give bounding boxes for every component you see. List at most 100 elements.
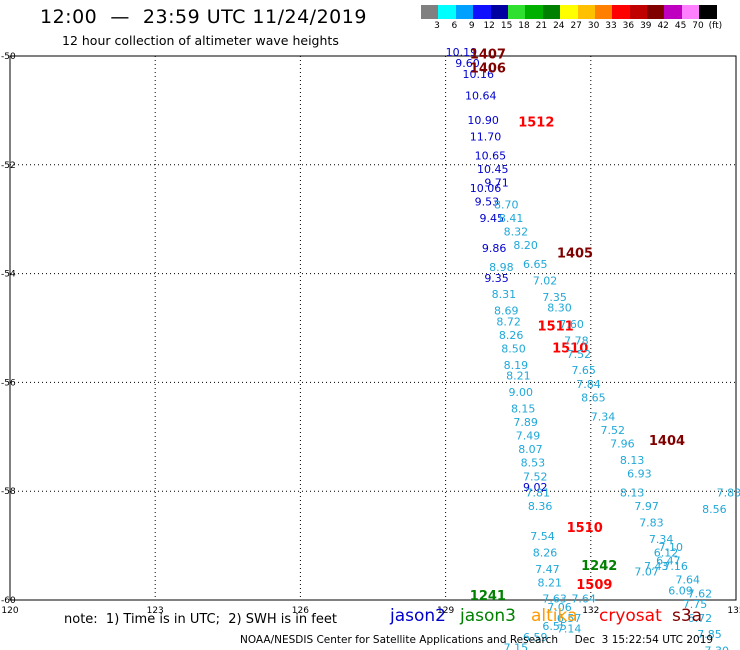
color-scale-label: (ft) (708, 21, 723, 31)
wave-height-label: 7.62 (688, 587, 713, 600)
wave-height-label: 7.02 (533, 274, 558, 287)
wave-height-label: 7.47 (535, 563, 560, 576)
color-scale-label: 24 (553, 21, 565, 31)
color-scale-label: 12 (483, 21, 495, 31)
wave-height-label: 10.45 (477, 163, 509, 176)
wave-height-label: 6.65 (523, 258, 548, 271)
wave-height-label: 7.64 (571, 593, 596, 606)
wave-height-label: 8.69 (494, 304, 519, 317)
wave-height-label: 6.59 (523, 631, 548, 644)
pass-id-label: 1242 (581, 559, 617, 574)
chart-title: 12:00 — 23:59 UTC 11/24/2019 (40, 6, 367, 28)
legend-altika: altika (531, 606, 578, 626)
wave-height-label: 7.85 (697, 628, 722, 641)
x-tick-label: 126 (292, 606, 309, 616)
wave-height-label: 7.60 (559, 318, 584, 331)
color-scale-label: 21 (535, 21, 548, 31)
color-scale-swatch (560, 5, 578, 19)
color-scale: 3 6 9 12 15 18 21 24 27 30 33 36 39 42 45 70 (ft) (421, 5, 722, 33)
color-scale-swatch (455, 5, 474, 19)
wave-height-label: 7.83 (639, 517, 664, 530)
color-scale-swatch (473, 5, 491, 19)
color-scale-labels: 3 6 9 12 15 18 21 24 27 30 33 36 39 42 45 70 (ft) (421, 19, 722, 33)
color-scale-label: 33 (605, 21, 617, 31)
wave-height-label: 7.52 (523, 470, 548, 483)
wave-height-label: 7.64 (676, 574, 701, 587)
wave-height-label: 6.47 (656, 555, 681, 568)
wave-height-label: 7.63 (542, 593, 567, 606)
wave-height-label: 7.75 (683, 598, 708, 611)
wave-height-label: 8.32 (504, 226, 529, 239)
wave-height-label: 6.55 (542, 620, 567, 633)
wave-height-label: 8.26 (533, 546, 558, 559)
color-scale-label: 39 (640, 21, 652, 31)
color-scale-label: 30 (587, 21, 600, 31)
wave-height-label: 9.60 (455, 57, 480, 70)
color-scale-swatch (647, 5, 665, 19)
color-scale-swatch (577, 5, 595, 19)
pass-id-label: 1406 (470, 61, 506, 76)
chart-subtitle: 12 hour collection of altimeter wave hei… (62, 33, 339, 48)
wave-height-label: 8.36 (528, 500, 553, 513)
wave-height-label: 7.14 (557, 623, 582, 636)
color-scale-label: 70 (692, 21, 704, 31)
wave-height-label: 8.13 (620, 454, 645, 467)
y-tick-label: -54 (1, 270, 16, 280)
legend-cryosat: cryosat (599, 606, 662, 626)
color-scale-swatch (490, 5, 508, 19)
color-scale-swatch (438, 5, 456, 19)
wave-height-label: 8.07 (518, 443, 543, 456)
wave-height-label: 7.54 (530, 530, 555, 543)
y-tick-label: -56 (1, 378, 16, 388)
x-tick-label: 129 (437, 606, 454, 616)
wave-height-label: 8.41 (499, 212, 523, 225)
wave-height-label: 7.16 (663, 560, 688, 573)
wave-height-label: 7.07 (634, 566, 659, 579)
color-scale-swatch (542, 5, 561, 19)
wave-height-label: 7.52 (600, 424, 625, 437)
wave-height-label: 10.16 (463, 68, 495, 81)
wave-height-label: 7.10 (659, 541, 684, 554)
wave-height-label: 10.19 (446, 46, 478, 59)
color-scale-label: 45 (674, 21, 687, 31)
wave-height-label: 8.98 (489, 261, 514, 274)
wave-height-label: 7.35 (542, 291, 567, 304)
wave-height-label: 6.93 (627, 468, 652, 481)
wave-height-label: 7.06 (547, 601, 572, 614)
wave-height-label: 9.00 (509, 386, 534, 399)
wave-height-label: 11.70 (470, 130, 502, 143)
pass-id-label: 1512 (518, 116, 554, 131)
pass-id-label: 1511 (538, 320, 574, 335)
x-tick-label: 120 (1, 606, 18, 616)
wave-height-label: 7.34 (649, 533, 674, 546)
color-scale-swatch (507, 5, 526, 19)
wave-height-label: 8.50 (501, 342, 526, 355)
wave-height-label: 6.72 (688, 612, 713, 625)
color-scale-swatch (525, 5, 543, 19)
wave-height-label: 7.81 (525, 487, 550, 500)
wave-height-label: 8.21 (506, 370, 530, 383)
color-scale-swatches (421, 5, 717, 19)
wave-height-label: 8.19 (504, 359, 529, 372)
wave-height-label: 8.30 (547, 302, 572, 315)
plot-frame (9, 55, 737, 601)
legend-jason2: jason2 (390, 606, 446, 626)
color-scale-swatch (594, 5, 613, 19)
y-tick-label: -52 (1, 161, 16, 171)
wave-height-label: 8.13 (620, 487, 645, 500)
wave-height-label: 7.83 (717, 487, 740, 500)
y-tick-label: -60 (1, 596, 16, 606)
pass-id-label: 1404 (649, 434, 685, 449)
wave-height-label: 8.20 (513, 239, 538, 252)
color-scale-label: 3 (434, 21, 440, 31)
color-scale-label: 18 (518, 21, 530, 31)
color-scale-swatch (699, 5, 717, 19)
pass-id-label: 1407 (470, 48, 506, 63)
wave-height-label: 9.71 (484, 177, 509, 190)
wave-height-label: 7.49 (516, 430, 541, 443)
wave-height-label: 9.53 (475, 196, 500, 209)
wave-height-label: 7.96 (610, 438, 635, 451)
pass-id-label: 1509 (576, 578, 612, 593)
color-scale-label: 36 (622, 21, 635, 31)
wave-height-label: 7.84 (576, 378, 601, 391)
